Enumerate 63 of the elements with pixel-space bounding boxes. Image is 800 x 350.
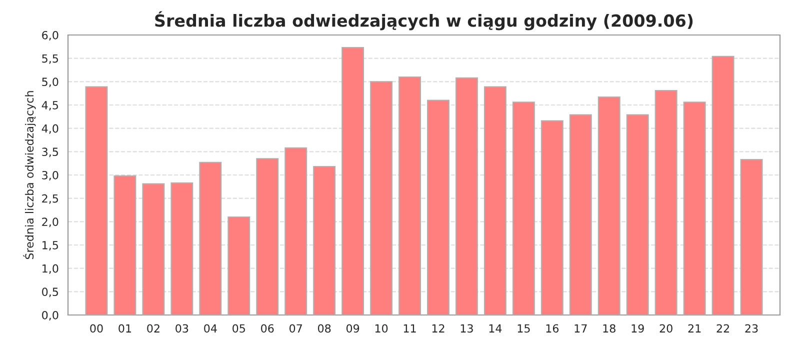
x-tick-label: 05 [232, 324, 245, 333]
bar [598, 96, 620, 315]
bar [683, 102, 706, 315]
x-tick-label: 03 [176, 324, 188, 333]
bar [712, 56, 734, 315]
y-tick-label: 1,5 [42, 241, 58, 251]
x-tick-label: 10 [375, 324, 388, 333]
bar [313, 166, 336, 315]
bar [284, 147, 308, 315]
y-tick-label: 0,0 [42, 310, 58, 321]
y-tick-label: 4,5 [42, 101, 58, 111]
y-tick-label: 6,0 [42, 30, 58, 41]
x-tick-label: 13 [460, 324, 473, 333]
bar [114, 175, 136, 315]
x-tick-label: 08 [318, 324, 331, 333]
bar [85, 86, 108, 315]
y-axis-title: Średnia liczba odwiedzających [23, 91, 36, 260]
x-tick-label: 17 [574, 324, 587, 332]
bar [654, 90, 678, 315]
x-tick-label: 14 [489, 324, 502, 332]
y-tick-label: 3,5 [42, 148, 58, 158]
bar [342, 47, 364, 315]
x-tick-label: 01 [118, 324, 132, 333]
x-tick-label: 04 [204, 324, 217, 333]
x-tick-label: 12 [432, 324, 444, 332]
x-tick-label: 09 [346, 324, 360, 333]
x-tick-label: 15 [518, 324, 530, 333]
bar [740, 159, 763, 315]
x-tick-label: 16 [546, 324, 559, 333]
bar [228, 216, 250, 315]
chart-title: Średnia liczba odwiedzających w ciągu godziny (2009.06) [155, 11, 693, 30]
x-tick-label: 21 [688, 324, 701, 332]
y-tick-label: 5,0 [42, 78, 58, 88]
bar [170, 182, 194, 315]
bar [540, 120, 564, 315]
bar [569, 114, 592, 315]
x-tick-label: 02 [147, 324, 160, 333]
y-tick-label: 1,0 [42, 264, 58, 274]
x-tick-label: 00 [90, 324, 103, 333]
x-tick-label: 22 [716, 324, 729, 332]
bar [626, 114, 649, 315]
bar [142, 183, 165, 315]
bar [398, 76, 421, 315]
x-tick-label: 18 [603, 324, 616, 333]
bar [484, 86, 506, 315]
x-tick-label: 19 [632, 324, 644, 333]
x-tick-label: 07 [290, 324, 302, 333]
bar [427, 100, 450, 315]
bar [512, 102, 535, 315]
bar [370, 81, 393, 315]
x-tick-label: 23 [745, 324, 758, 333]
x-tick-label: 06 [261, 324, 274, 333]
x-tick-label: 11 [404, 324, 416, 332]
y-tick-label: 0,5 [42, 288, 58, 298]
bar [199, 162, 222, 315]
y-tick-label: 4,0 [42, 124, 58, 134]
y-tick-label: 2,5 [42, 194, 58, 204]
bar [256, 158, 279, 315]
y-tick-label: 5,5 [42, 54, 58, 64]
bar [455, 77, 478, 315]
y-tick-label: 3,0 [42, 170, 58, 181]
y-tick-label: 2,0 [42, 218, 58, 228]
x-tick-label: 20 [660, 324, 672, 333]
